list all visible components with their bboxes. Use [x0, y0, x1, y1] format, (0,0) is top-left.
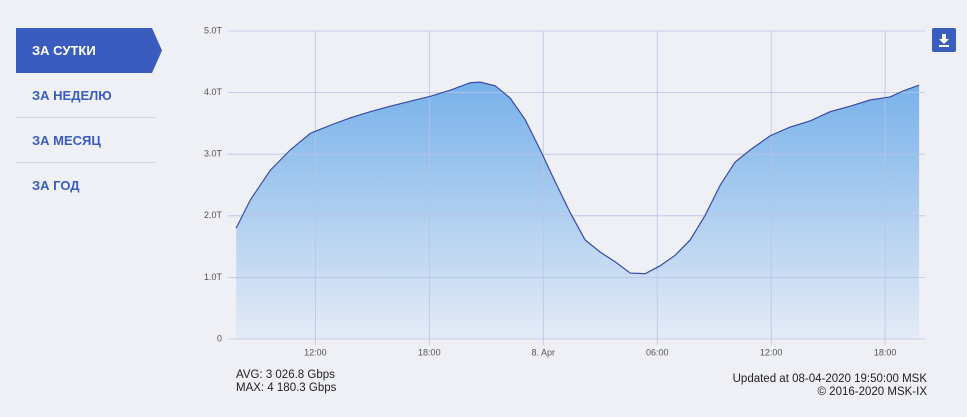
y-tick-label: 2.0T — [204, 210, 223, 220]
copyright: © 2016-2020 MSK-IX — [817, 386, 927, 398]
x-tick-label: 18:00 — [418, 347, 441, 357]
y-tick-label: 0 — [217, 333, 222, 343]
y-tick-label: 5.0T — [204, 25, 223, 35]
y-tick-label: 4.0T — [204, 87, 223, 97]
x-tick-label: 8. Apr — [532, 347, 556, 357]
download-button[interactable] — [932, 28, 956, 52]
area — [236, 82, 920, 340]
menu-item[interactable]: ЗА ГОД — [32, 178, 80, 193]
x-tick-label: 18:00 — [874, 347, 897, 357]
x-tick-label: 06:00 — [646, 347, 669, 357]
menu-item[interactable]: ЗА МЕСЯЦ — [16, 118, 156, 163]
avg: AVG: 3 026.8 Gbps — [236, 369, 335, 381]
footer: Updated at 08-04-2020 19:50:00 MSK © 201… — [733, 373, 927, 399]
y-tick-label: 3.0T — [204, 149, 223, 159]
period-menu: ЗА СУТКИ ЗА НЕДЕЛЮ ЗА МЕСЯЦ ЗА ГОД — [16, 28, 162, 208]
download-icon — [939, 34, 949, 47]
menu-item[interactable]: ЗА НЕДЕЛЮ — [16, 73, 156, 118]
y-tick-label: 1.0T — [204, 272, 223, 282]
max: MAX: 4 180.3 Gbps — [236, 382, 337, 394]
x-tick-label: 12:00 — [760, 347, 783, 357]
x-tick-label: 12:00 — [304, 347, 327, 357]
updated: Updated at 08-04-2020 19:50:00 MSK — [732, 373, 927, 385]
line — [235, 81, 920, 275]
menu-item[interactable]: ЗА СУТКИ — [16, 28, 162, 73]
stats: AVG: 3 026.8 Gbps MAX: 4 180.3 Gbps — [236, 369, 336, 395]
